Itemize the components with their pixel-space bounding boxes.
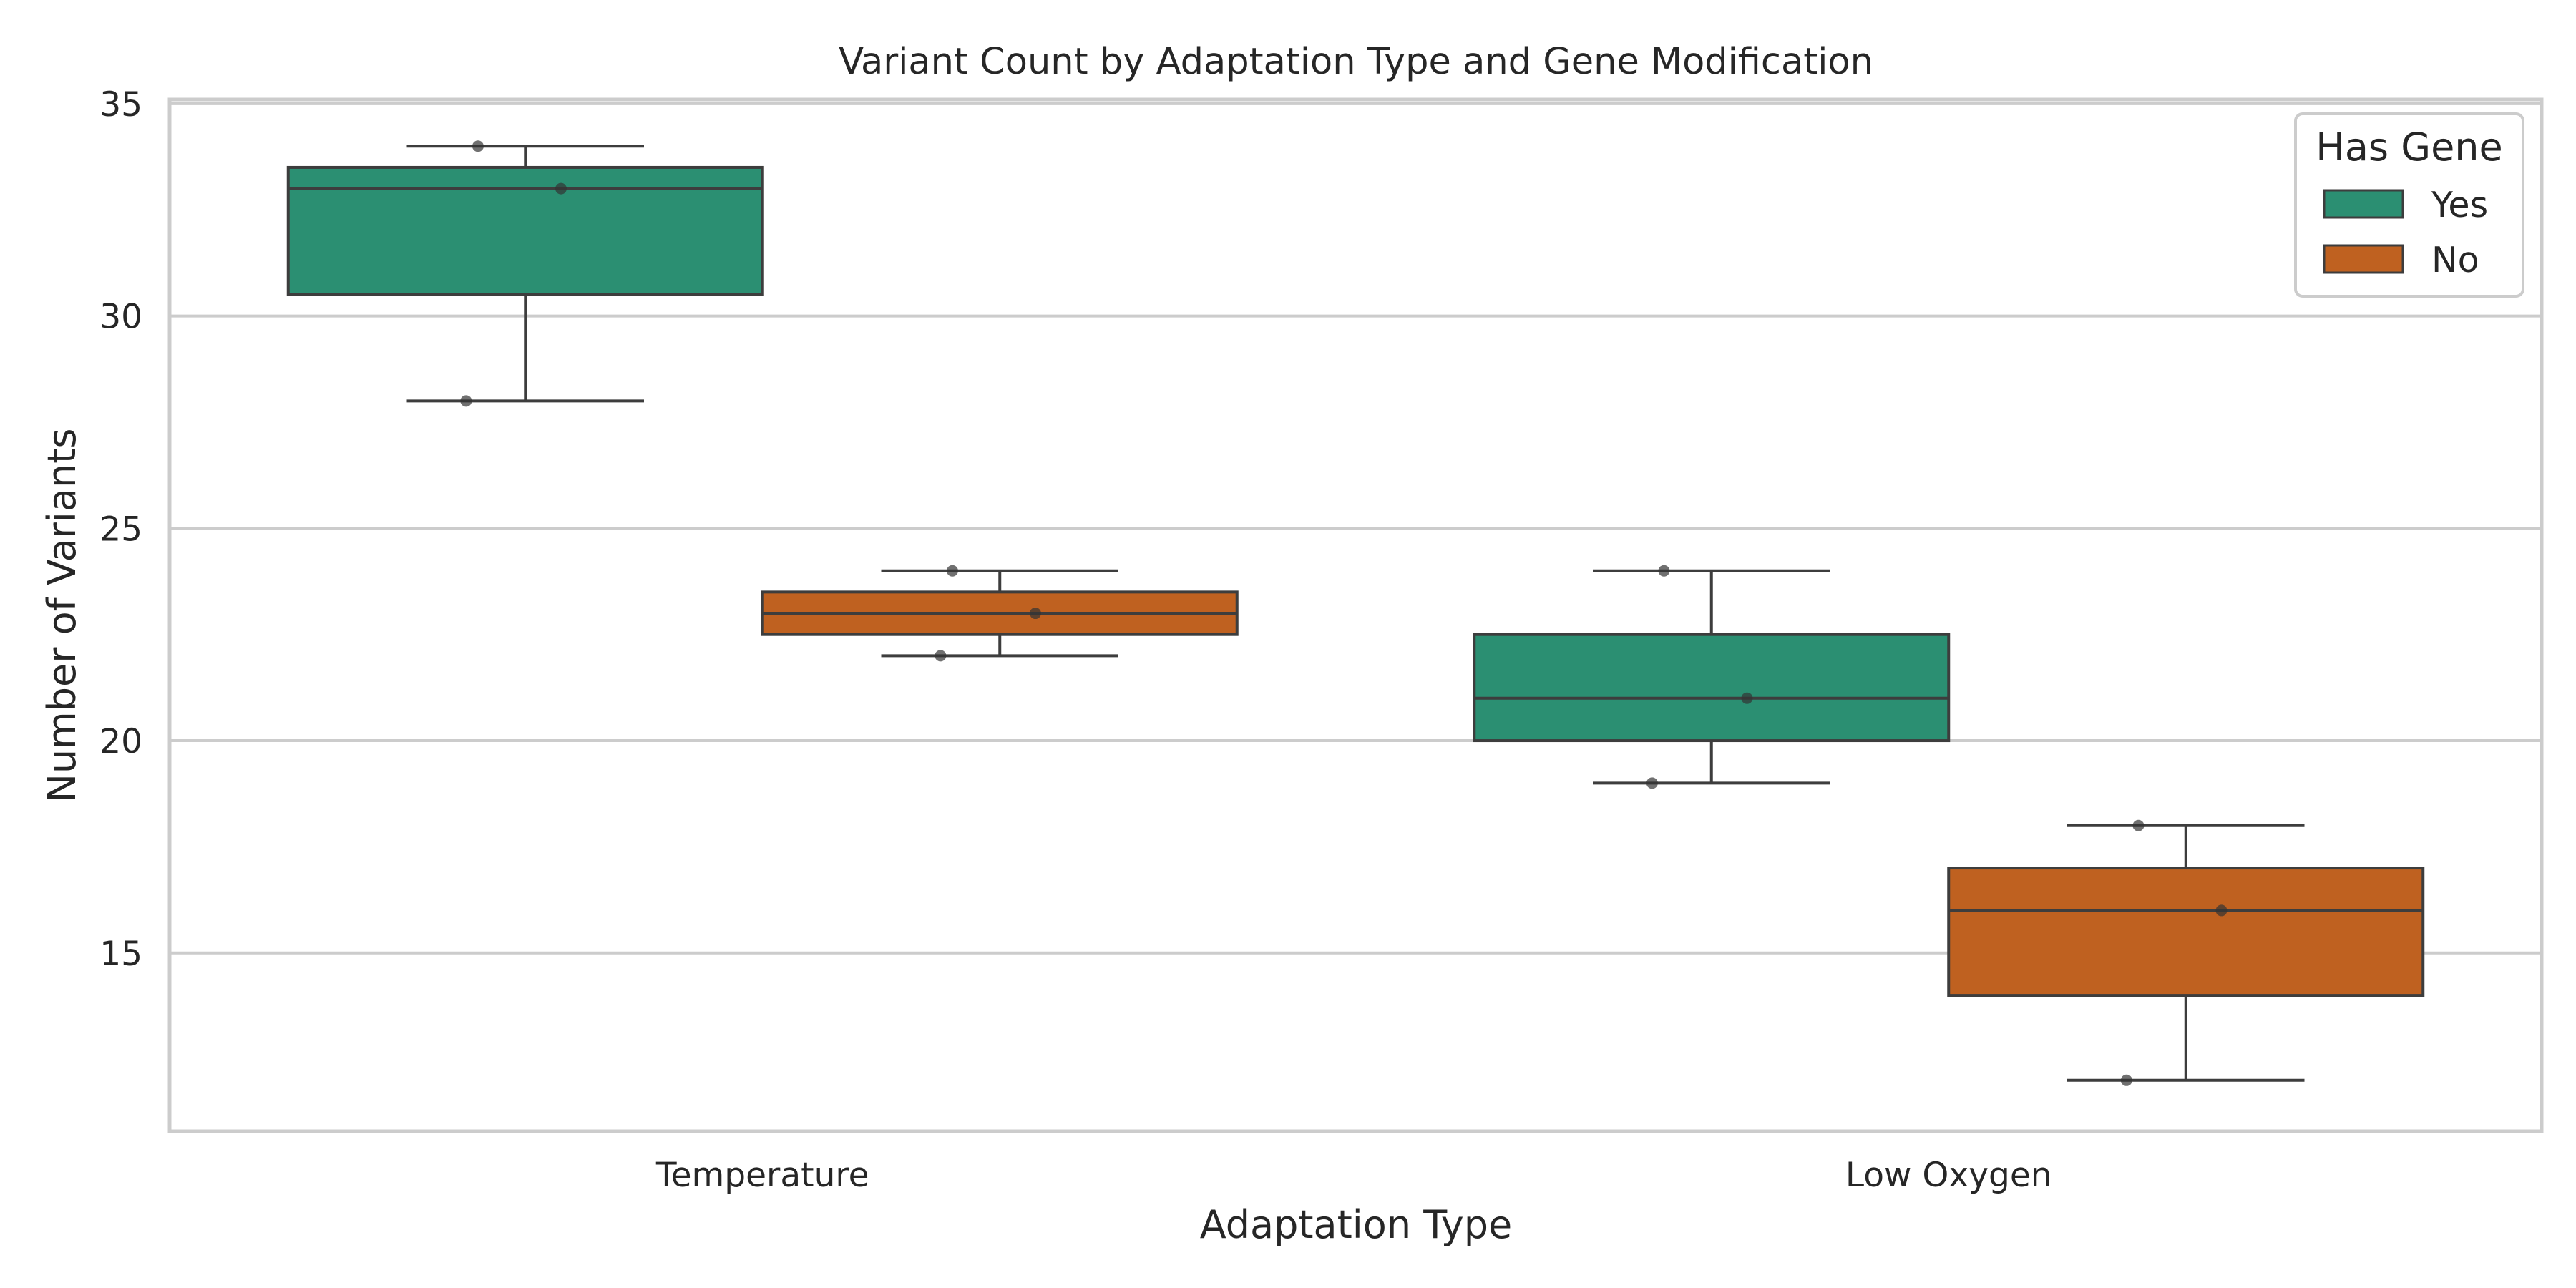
box-yes-temperature bbox=[286, 140, 764, 407]
x-tick-label-low-oxygen: Low Oxygen bbox=[1845, 1156, 2052, 1195]
legend-swatch-yes bbox=[2323, 189, 2404, 219]
data-point-yes-low-oxygen-1 bbox=[1741, 692, 1753, 704]
y-tick-label-25: 25 bbox=[99, 509, 142, 549]
y-axis-label: Number of Variants bbox=[39, 429, 84, 803]
plot-frame bbox=[167, 97, 2544, 1133]
x-axis-label: Adaptation Type bbox=[1200, 1202, 1513, 1247]
y-tick-label-30: 30 bbox=[99, 298, 142, 337]
iqr-box-no-low-oxygen bbox=[1947, 867, 2425, 997]
data-point-no-low-oxygen-2 bbox=[2120, 1074, 2132, 1086]
data-point-yes-temperature-1 bbox=[555, 182, 567, 195]
legend-swatch-no bbox=[2323, 244, 2404, 274]
data-point-no-low-oxygen-1 bbox=[2215, 904, 2228, 917]
chart-title: Variant Count by Adaptation Type and Gen… bbox=[839, 41, 1873, 83]
y-tick-label-35: 35 bbox=[99, 85, 142, 125]
legend-label-no: No bbox=[2431, 240, 2479, 280]
x-tick-label-temperature: Temperature bbox=[655, 1156, 869, 1195]
box-yes-low-oxygen bbox=[1473, 565, 1951, 789]
box-no-low-oxygen bbox=[1947, 819, 2425, 1086]
legend-title: Has Gene bbox=[2316, 125, 2503, 170]
legend: Has Gene Yes No bbox=[2294, 112, 2524, 298]
legend-label-yes: Yes bbox=[2431, 185, 2488, 225]
data-point-no-temperature-0 bbox=[946, 565, 958, 577]
iqr-box-yes-temperature bbox=[286, 165, 764, 296]
data-point-no-temperature-2 bbox=[935, 650, 947, 662]
box-no-temperature bbox=[761, 565, 1239, 662]
data-point-no-low-oxygen-0 bbox=[2132, 819, 2145, 831]
data-point-yes-low-oxygen-2 bbox=[1646, 777, 1658, 789]
data-point-no-temperature-1 bbox=[1029, 608, 1041, 620]
y-tick-label-15: 15 bbox=[99, 935, 142, 974]
y-tick-label-20: 20 bbox=[99, 722, 142, 761]
data-point-yes-temperature-2 bbox=[460, 395, 472, 407]
data-point-yes-temperature-0 bbox=[472, 140, 484, 152]
data-point-yes-low-oxygen-0 bbox=[1658, 565, 1670, 577]
iqr-box-yes-low-oxygen bbox=[1473, 633, 1951, 743]
